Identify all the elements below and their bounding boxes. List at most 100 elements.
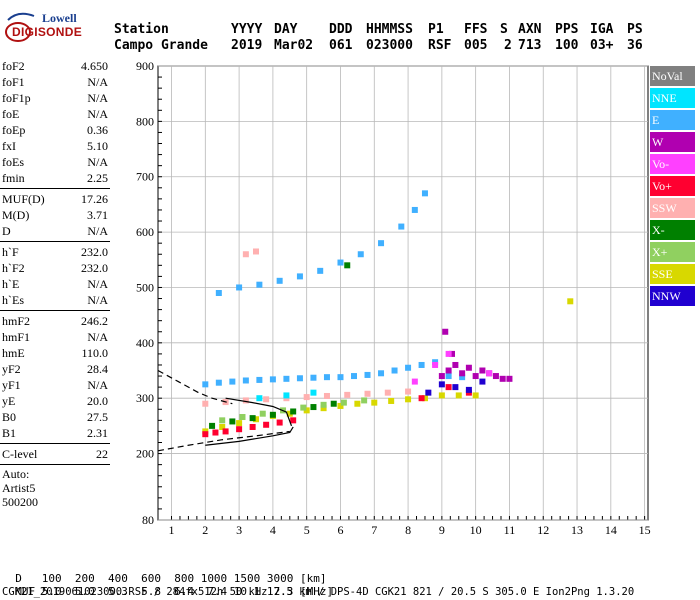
data-point bbox=[411, 378, 418, 385]
header-value: Campo Grande bbox=[114, 38, 208, 53]
data-point bbox=[465, 386, 472, 393]
data-point bbox=[486, 370, 493, 377]
data-point bbox=[219, 423, 226, 430]
param-row: foF2 4.650 bbox=[0, 58, 112, 74]
param-label: foF1 bbox=[2, 75, 25, 89]
data-point bbox=[479, 378, 486, 385]
y-tick-label: 500 bbox=[136, 280, 154, 294]
y-tick-label: 300 bbox=[136, 391, 154, 405]
header-label: S bbox=[500, 22, 508, 37]
data-point bbox=[303, 394, 310, 401]
autoscale-info: Auto: bbox=[2, 467, 30, 481]
y-tick-label: 700 bbox=[136, 170, 154, 184]
legend-item: NNE bbox=[650, 88, 695, 108]
data-point bbox=[256, 395, 263, 402]
data-point bbox=[438, 381, 445, 388]
legend-item: SSW bbox=[650, 198, 695, 218]
data-point bbox=[253, 416, 259, 423]
muf-label: MUF bbox=[15, 585, 36, 598]
param-value: 17.26 bbox=[81, 192, 108, 206]
param-value: N/A bbox=[87, 224, 108, 238]
param-row: hmF2 246.2 bbox=[0, 313, 112, 329]
param-row: hmF1 N/A bbox=[0, 329, 112, 345]
data-point bbox=[411, 206, 418, 213]
param-label: foEp bbox=[2, 123, 26, 137]
x-tick-label: 15 bbox=[639, 523, 651, 537]
y-tick-label: 600 bbox=[136, 225, 154, 239]
param-value: N/A bbox=[87, 155, 108, 169]
y-tick-label: 200 bbox=[136, 447, 154, 461]
data-point bbox=[421, 395, 428, 402]
profile-curve bbox=[205, 426, 294, 446]
data-point bbox=[290, 417, 297, 424]
data-point bbox=[296, 375, 303, 382]
x-tick-label: 10 bbox=[470, 523, 482, 537]
header-value: 713 bbox=[518, 38, 542, 53]
x-tick-label: 5 bbox=[304, 523, 310, 537]
data-point bbox=[452, 361, 459, 368]
data-point bbox=[459, 374, 466, 381]
data-point bbox=[209, 422, 216, 429]
data-point bbox=[202, 381, 209, 388]
param-label: h`E bbox=[2, 277, 20, 291]
param-row: yE 20.0 bbox=[0, 393, 112, 409]
data-point bbox=[242, 397, 249, 404]
y-tick-label: 400 bbox=[136, 336, 154, 350]
param-value: N/A bbox=[87, 330, 108, 344]
data-point bbox=[337, 374, 344, 381]
param-label: yF1 bbox=[2, 378, 21, 392]
data-point bbox=[405, 364, 412, 371]
distance-values: 100 200 400 600 800 1000 1500 3000 [km] bbox=[41, 572, 327, 585]
param-value: 2.25 bbox=[87, 171, 108, 185]
autoscale-info: Artist5 bbox=[2, 481, 36, 495]
param-row: C-level 22 bbox=[0, 446, 112, 462]
legend-item: SSE bbox=[650, 264, 695, 284]
distance-label: D bbox=[15, 572, 22, 585]
data-point bbox=[357, 251, 364, 258]
param-value: 27.5 bbox=[87, 410, 108, 424]
param-label: MUF(D) bbox=[2, 192, 45, 206]
data-point bbox=[442, 328, 449, 335]
legend-item: W bbox=[650, 132, 695, 152]
y-tick-label: 800 bbox=[136, 114, 154, 128]
header-label: DDD bbox=[329, 22, 353, 37]
param-separator bbox=[0, 443, 110, 444]
data-point bbox=[452, 384, 459, 391]
data-point bbox=[472, 392, 479, 399]
data-point bbox=[249, 415, 256, 422]
header-label: YYYY bbox=[231, 22, 263, 37]
param-row: yF1 N/A bbox=[0, 377, 112, 393]
data-point bbox=[320, 405, 327, 412]
data-point bbox=[236, 284, 243, 291]
data-point bbox=[337, 402, 344, 409]
data-point bbox=[418, 395, 425, 402]
param-row: B0 27.5 bbox=[0, 409, 112, 425]
lowell-digisonde-logo: Lowell DIGISONDE bbox=[4, 8, 82, 44]
param-separator bbox=[0, 310, 110, 311]
header-label: IGA bbox=[590, 22, 614, 37]
data-point bbox=[492, 373, 499, 380]
param-label: yF2 bbox=[2, 362, 21, 376]
data-point bbox=[202, 431, 209, 438]
data-point bbox=[212, 429, 219, 436]
data-point bbox=[445, 373, 452, 380]
data-point bbox=[269, 411, 276, 418]
param-row: fxI 5.10 bbox=[0, 138, 112, 154]
x-tick-label: 3 bbox=[236, 523, 242, 537]
header-value: 36 bbox=[627, 38, 643, 53]
data-point bbox=[378, 370, 385, 377]
param-label: M(D) bbox=[2, 208, 30, 222]
header-value: Mar02 bbox=[274, 38, 314, 53]
header-value: 03+ bbox=[590, 38, 614, 53]
data-point bbox=[276, 277, 283, 284]
data-point bbox=[215, 379, 222, 386]
data-point bbox=[202, 400, 209, 407]
header-value: 2019 bbox=[231, 38, 263, 53]
data-point bbox=[249, 423, 256, 430]
header-value: 061 bbox=[329, 38, 353, 53]
data-point bbox=[418, 361, 425, 368]
param-label: h`F bbox=[2, 245, 19, 259]
data-point bbox=[344, 262, 351, 269]
